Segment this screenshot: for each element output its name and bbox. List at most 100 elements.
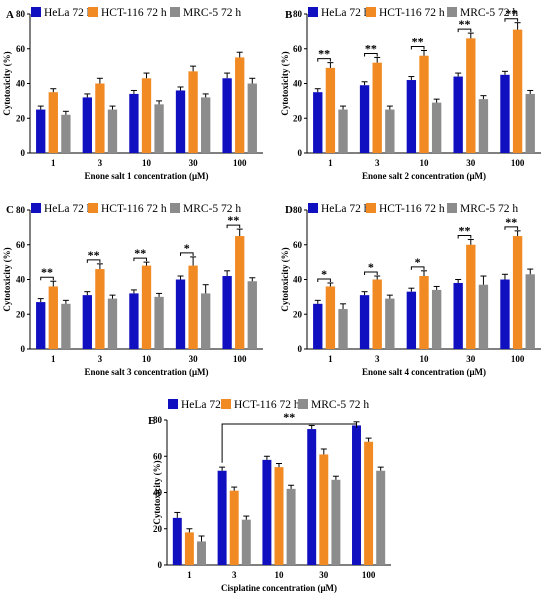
bar [222,78,232,153]
significance-label: * [184,241,190,255]
bar [525,274,535,349]
legend-entry: HCT-116 72 h [379,203,445,215]
significance-label: ** [365,41,377,55]
significance-bracket [364,52,378,57]
bar [48,286,58,349]
x-tick-label: 1 [187,570,192,580]
panel-label: C [6,204,14,216]
legend-entry: HeLa 72 h [321,203,370,215]
legend-swatch [308,7,318,17]
x-tick-label: 100 [233,158,247,168]
x-tick-label: 30 [189,158,199,168]
x-tick-label: 100 [362,570,376,580]
y-axis-label: Cytotoxicity (%) [152,460,162,524]
x-tick-label: 30 [466,354,476,364]
significance-bracket [226,224,241,229]
panel-e: E HeLa 72 h HCT-116 72 h MRC-5 72 h 0 20 40 60 8… [148,399,391,593]
bar [247,281,257,349]
bar [61,114,71,153]
x-axis-label: Enone salt 1 concentration (μM) [84,171,208,181]
legend-swatch [221,399,231,409]
y-tick-label: 40 [16,79,26,89]
x-tick-label: 3 [375,158,380,168]
legend-entry: HeLa 72 h [181,399,230,411]
bar [274,467,284,565]
x-tick-label: 10 [142,354,152,364]
significance-label: ** [88,248,100,262]
legend-entry: MRC-5 72 h [460,203,518,215]
significance-label: * [321,267,327,281]
significance-label: ** [458,224,470,238]
legend-swatch [298,399,308,409]
bar [188,71,198,153]
x-tick-label: 30 [466,158,476,168]
x-tick-label: 100 [511,354,525,364]
significance-bracket [457,235,472,239]
x-tick-label: 3 [375,354,380,364]
bar [61,303,71,349]
legend-entry: HCT-116 72 h [101,7,167,19]
legend-swatch [447,203,457,213]
bar [82,295,92,349]
x-tick-label: 100 [511,158,525,168]
significance-label: ** [134,246,146,260]
bar [222,276,232,349]
bar [286,488,296,565]
bar [107,298,118,349]
bar [95,83,105,153]
bar [406,80,417,153]
bar [82,97,92,153]
significance-bracket [317,278,331,282]
legend-entry: HeLa 72 h [44,203,93,215]
legend-entry: HCT-116 72 h [101,203,167,215]
bar [247,83,257,153]
significance-bracket [410,266,425,270]
y-tick-label: 60 [293,240,303,250]
bar [419,55,429,154]
bar [338,309,348,349]
y-tick-label: 40 [153,488,163,498]
y-tick-label: 80 [293,9,303,19]
bar [500,74,510,153]
significance-bracket [504,226,519,230]
panel-a: A HeLa 72 h HCT-116 72 h MRC-5 72 h 0 20 40 60 8… [2,7,263,181]
significance-bracket [364,271,378,276]
bar [172,517,182,565]
significance-label: ** [318,47,330,61]
y-tick-label: 0 [21,344,26,354]
y-tick-label: 60 [153,451,163,461]
bar [466,38,476,154]
bar [406,291,417,349]
bar [372,62,382,153]
significance-bracket [504,18,519,22]
bar [175,90,186,153]
panel-label: E [148,415,155,427]
bar [372,279,382,349]
legend-entry: HCT-116 72 h [379,7,445,19]
bar [364,441,374,565]
y-tick-label: 20 [293,309,303,319]
x-axis-label: Enone salt 3 concentration (μM) [84,367,208,377]
legend-swatch [88,203,98,213]
significance-label: ** [505,7,517,21]
y-tick-label: 20 [16,113,26,123]
bar [385,298,395,349]
y-tick-label: 80 [16,9,26,19]
bar [325,67,336,153]
y-tick-label: 80 [293,205,303,215]
significance-bracket [180,252,194,256]
bar [331,479,341,565]
bar [478,284,489,349]
y-axis-label: Cytotoxicity (%) [280,247,290,311]
significance-bracket [457,28,472,33]
y-tick-label: 0 [21,148,26,158]
bar [431,289,442,349]
legend-swatch [308,203,318,213]
significance-bracket [410,45,425,50]
legend-entry: HeLa 72 h [321,7,370,19]
x-axis-label: Enone salt 2 concentration (μM) [362,171,486,181]
x-tick-label: 1 [51,354,56,364]
bar [154,104,164,153]
legend-entry: MRC-5 72 h [183,7,241,19]
significance-bracket [40,276,54,281]
